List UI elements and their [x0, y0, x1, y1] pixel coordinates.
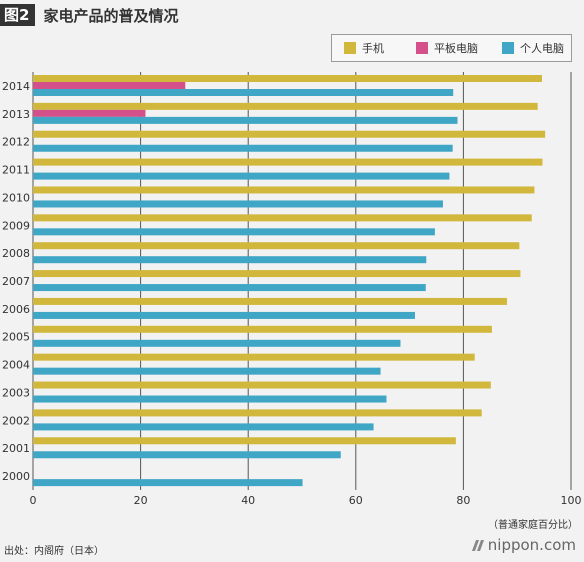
bar-mobile-2007 [33, 270, 521, 278]
x-tick-label-80: 80 [456, 494, 470, 507]
bars [33, 75, 546, 487]
source-note: 出处：内阁府（日本） [4, 546, 104, 557]
bar-mobile-2004 [33, 353, 475, 361]
chart-title: 家电产品的普及情况 [43, 6, 179, 25]
legend-swatch-mobile [344, 42, 356, 54]
legend-label-pc: 个人电脑 [520, 42, 564, 55]
y-tick-label-2001: 2001 [2, 442, 30, 455]
bar-pc-2009 [33, 228, 435, 236]
y-tick-label-2009: 2009 [2, 219, 30, 232]
bar-pc-2011 [33, 172, 450, 180]
bar-pc-2010 [33, 200, 443, 208]
y-tick-label-2005: 2005 [2, 331, 30, 344]
bar-pc-2013 [33, 116, 458, 124]
bar-pc-2007 [33, 284, 426, 292]
legend-item-pc: 个人电脑 [502, 40, 564, 56]
bar-mobile-2001 [33, 437, 456, 445]
grid-lines [32, 72, 572, 490]
bar-pc-2000 [33, 479, 303, 487]
bar-pc-2004 [33, 367, 381, 375]
bar-pc-2006 [33, 311, 415, 319]
bar-pc-2003 [33, 395, 387, 403]
x-tick-label-60: 60 [349, 494, 363, 507]
y-tick-label-2011: 2011 [2, 164, 30, 177]
bar-mobile-2010 [33, 186, 535, 194]
bar-mobile-2012 [33, 130, 546, 138]
bar-pc-2008 [33, 256, 427, 264]
x-tick-label-0: 0 [30, 494, 37, 507]
x-tick-label-20: 20 [134, 494, 148, 507]
legend-swatch-tablet [416, 42, 428, 54]
y-tick-label-2002: 2002 [2, 414, 30, 427]
bar-pc-2014 [33, 89, 454, 96]
figure-header: 图2 家电产品的普及情况 [0, 4, 178, 26]
bar-tablet-2014 [33, 82, 186, 89]
bar-pc-2005 [33, 339, 401, 347]
bar-pc-2001 [33, 451, 341, 459]
x-axis-unit-label: （普通家庭百分比） [488, 520, 578, 531]
bar-mobile-2013 [33, 102, 538, 110]
bar-pc-2002 [33, 423, 374, 431]
bar-mobile-2006 [33, 297, 507, 305]
brand-slash-icon [471, 539, 484, 551]
y-tick-label-2008: 2008 [2, 247, 30, 260]
y-tick-label-2003: 2003 [2, 386, 30, 399]
x-tick-label-100: 100 [561, 494, 582, 507]
y-tick-label-2010: 2010 [2, 191, 30, 204]
bar-mobile-2005 [33, 325, 492, 333]
bar-mobile-2003 [33, 381, 491, 389]
y-tick-label-2000: 2000 [2, 470, 30, 483]
bar-mobile-2011 [33, 158, 543, 166]
y-tick-label-2006: 2006 [2, 303, 30, 316]
y-tick-label-2014: 2014 [2, 80, 30, 93]
bar-pc-2012 [33, 144, 453, 152]
legend-label-mobile: 手机 [362, 42, 384, 55]
legend-swatch-pc [502, 42, 514, 54]
tick-labels: 0 20 40 60 80 100 2014 2013 2012 2011 2010 2009 2008… [2, 80, 582, 507]
chart-legend: 手机 平板电脑 个人电脑 [331, 34, 572, 62]
x-tick-label-40: 40 [241, 494, 255, 507]
y-tick-label-2012: 2012 [2, 136, 30, 149]
figure-number-badge: 图2 [0, 4, 36, 26]
brand-text: nippon.com [487, 536, 576, 554]
bar-mobile-2009 [33, 214, 532, 222]
bar-tablet-2013 [33, 109, 146, 117]
bar-mobile-2014 [33, 75, 542, 82]
y-tick-label-2007: 2007 [2, 275, 30, 288]
y-tick-label-2004: 2004 [2, 359, 30, 372]
legend-item-mobile: 手机 [344, 40, 384, 56]
y-tick-label-2013: 2013 [2, 108, 30, 121]
bar-mobile-2008 [33, 242, 520, 250]
legend-item-tablet: 平板电脑 [416, 40, 478, 56]
bar-mobile-2002 [33, 409, 482, 417]
brand-logo: nippon.com [471, 536, 576, 554]
legend-label-tablet: 平板电脑 [434, 42, 478, 55]
